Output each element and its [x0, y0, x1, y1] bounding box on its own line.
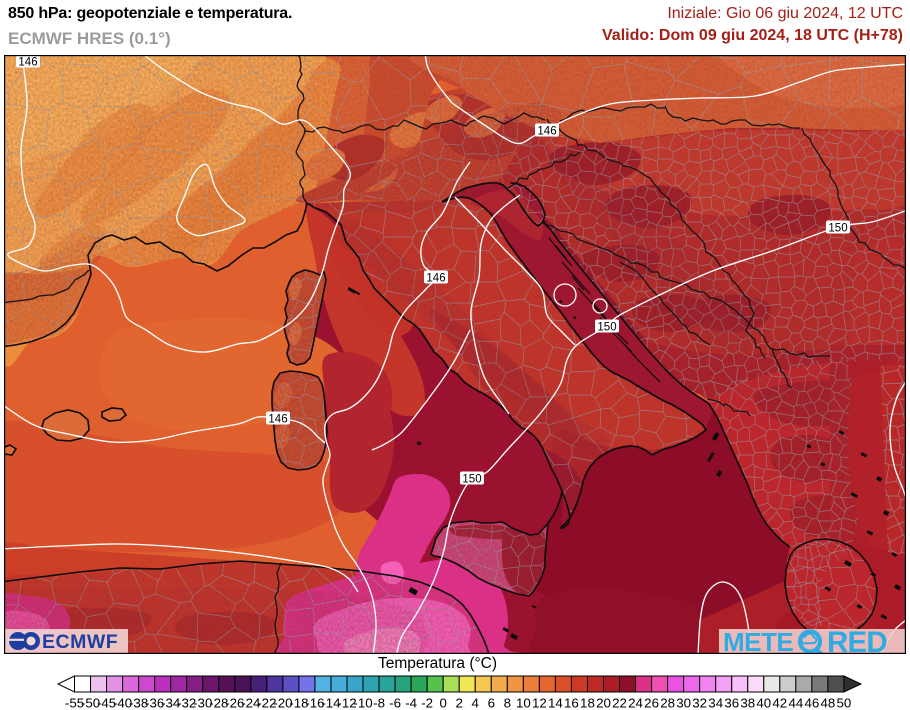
- svg-text:150: 150: [462, 474, 481, 486]
- svg-text:-16: -16: [305, 696, 324, 710]
- svg-text:-2: -2: [421, 696, 433, 710]
- svg-text:36: 36: [724, 696, 739, 710]
- svg-text:-10: -10: [353, 696, 372, 710]
- svg-text:ECMWF: ECMWF: [42, 631, 118, 653]
- svg-text:6: 6: [488, 696, 495, 710]
- svg-text:30: 30: [676, 696, 691, 710]
- svg-text:150: 150: [828, 223, 847, 235]
- svg-text:26: 26: [644, 696, 659, 710]
- svg-text:-32: -32: [177, 696, 196, 710]
- svg-text:-28: -28: [209, 696, 228, 710]
- svg-text:22: 22: [612, 696, 627, 710]
- svg-text:34: 34: [708, 696, 723, 710]
- svg-text:146: 146: [18, 57, 37, 69]
- svg-text:32: 32: [692, 696, 707, 710]
- svg-text:-20: -20: [273, 696, 292, 710]
- svg-text:METE: METE: [723, 627, 793, 654]
- svg-text:40: 40: [756, 696, 771, 710]
- svg-text:-38: -38: [129, 696, 148, 710]
- svg-text:38: 38: [740, 696, 755, 710]
- svg-text:RED: RED: [827, 626, 887, 654]
- svg-text:4: 4: [472, 696, 479, 710]
- svg-text:0: 0: [439, 696, 446, 710]
- svg-text:150: 150: [597, 322, 616, 334]
- svg-text:146: 146: [537, 126, 556, 138]
- svg-text:-34: -34: [161, 696, 180, 710]
- svg-text:20: 20: [596, 696, 611, 710]
- svg-text:146: 146: [426, 273, 445, 285]
- svg-text:12: 12: [532, 696, 547, 710]
- svg-text:-24: -24: [241, 696, 260, 710]
- svg-text:-8: -8: [373, 696, 385, 710]
- svg-text:24: 24: [628, 696, 643, 710]
- svg-text:-26: -26: [225, 696, 244, 710]
- svg-text:2: 2: [456, 696, 463, 710]
- svg-text:44: 44: [788, 696, 803, 710]
- svg-text:-55: -55: [65, 696, 84, 710]
- svg-text:-4: -4: [405, 696, 417, 710]
- svg-text:146: 146: [268, 414, 287, 426]
- svg-text:-6: -6: [389, 696, 401, 710]
- svg-text:46: 46: [804, 696, 819, 710]
- svg-text:28: 28: [660, 696, 675, 710]
- svg-text:18: 18: [580, 696, 595, 710]
- svg-text:-12: -12: [337, 696, 356, 710]
- svg-text:50: 50: [837, 696, 852, 710]
- svg-text:16: 16: [564, 696, 579, 710]
- svg-text:-40: -40: [113, 696, 132, 710]
- svg-text:10: 10: [516, 696, 531, 710]
- svg-text:-18: -18: [289, 696, 308, 710]
- svg-text:-14: -14: [321, 696, 340, 710]
- svg-text:14: 14: [548, 696, 563, 710]
- svg-text:42: 42: [772, 696, 787, 710]
- svg-text:8: 8: [504, 696, 511, 710]
- svg-text:48: 48: [821, 696, 836, 710]
- svg-text:-45: -45: [97, 696, 116, 710]
- svg-text:-30: -30: [193, 696, 212, 710]
- svg-text:-36: -36: [145, 696, 164, 710]
- svg-text:-50: -50: [81, 696, 100, 710]
- svg-text:-22: -22: [257, 696, 276, 710]
